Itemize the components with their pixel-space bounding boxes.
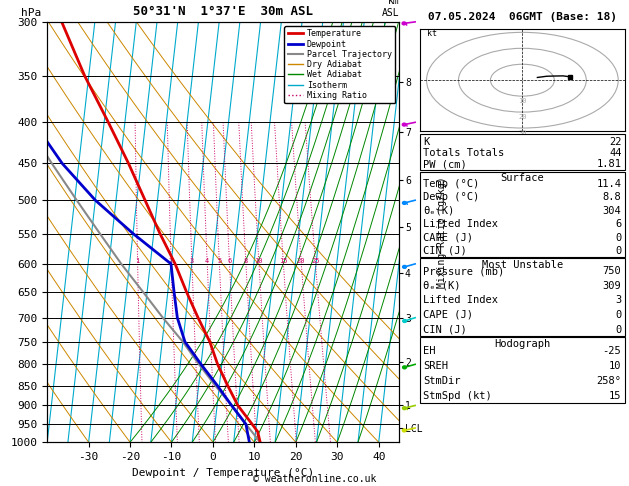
Text: 1.81: 1.81 — [596, 159, 621, 170]
Text: SREH: SREH — [423, 361, 448, 371]
Text: km
ASL: km ASL — [382, 0, 399, 17]
Text: 10: 10 — [255, 258, 263, 264]
Text: 25: 25 — [311, 258, 320, 264]
Text: Dewp (°C): Dewp (°C) — [423, 192, 479, 203]
Text: 0: 0 — [615, 246, 621, 256]
Text: Pressure (mb): Pressure (mb) — [423, 266, 504, 276]
Text: © weatheronline.co.uk: © weatheronline.co.uk — [253, 473, 376, 484]
Text: Lifted Index: Lifted Index — [423, 295, 498, 305]
Text: 11.4: 11.4 — [596, 179, 621, 189]
Text: 8: 8 — [243, 258, 248, 264]
Text: 3: 3 — [615, 295, 621, 305]
Text: 2: 2 — [169, 258, 173, 264]
Text: PW (cm): PW (cm) — [423, 159, 467, 170]
Text: 6: 6 — [227, 258, 231, 264]
Text: kt: kt — [426, 29, 437, 37]
Text: 50°31'N  1°37'E  30m ASL: 50°31'N 1°37'E 30m ASL — [133, 5, 313, 17]
Text: EH: EH — [423, 346, 436, 356]
Text: CIN (J): CIN (J) — [423, 325, 467, 334]
Text: CIN (J): CIN (J) — [423, 246, 467, 256]
Text: K: K — [423, 137, 430, 147]
Text: 10: 10 — [609, 361, 621, 371]
Text: 07.05.2024  06GMT (Base: 18): 07.05.2024 06GMT (Base: 18) — [428, 12, 617, 22]
Text: 4: 4 — [205, 258, 209, 264]
Text: 0: 0 — [615, 310, 621, 320]
Text: 5: 5 — [217, 258, 221, 264]
Text: Totals Totals: Totals Totals — [423, 148, 504, 158]
Text: 8.8: 8.8 — [603, 192, 621, 203]
Text: 22: 22 — [609, 137, 621, 147]
Text: CAPE (J): CAPE (J) — [423, 232, 473, 243]
Text: θₑ (K): θₑ (K) — [423, 281, 461, 291]
Text: 304: 304 — [603, 206, 621, 216]
Text: Hodograph: Hodograph — [494, 339, 550, 349]
Text: 15: 15 — [609, 391, 621, 401]
Text: 6: 6 — [615, 219, 621, 229]
Text: 30: 30 — [518, 130, 526, 136]
Legend: Temperature, Dewpoint, Parcel Trajectory, Dry Adiabat, Wet Adiabat, Isotherm, Mi: Temperature, Dewpoint, Parcel Trajectory… — [284, 26, 395, 103]
Text: 1: 1 — [135, 258, 140, 264]
Text: 20: 20 — [297, 258, 305, 264]
Text: 20: 20 — [518, 114, 526, 120]
Text: Most Unstable: Most Unstable — [482, 260, 563, 270]
Text: 309: 309 — [603, 281, 621, 291]
Text: 3: 3 — [190, 258, 194, 264]
Text: Temp (°C): Temp (°C) — [423, 179, 479, 189]
Text: hPa: hPa — [21, 8, 41, 17]
Text: 0: 0 — [615, 325, 621, 334]
Text: -25: -25 — [603, 346, 621, 356]
Text: StmSpd (kt): StmSpd (kt) — [423, 391, 492, 401]
Text: CAPE (J): CAPE (J) — [423, 310, 473, 320]
Text: Surface: Surface — [501, 173, 544, 183]
Text: 258°: 258° — [596, 376, 621, 386]
Text: StmDir: StmDir — [423, 376, 461, 386]
Text: 750: 750 — [603, 266, 621, 276]
Text: Mixing Ratio (g/kg): Mixing Ratio (g/kg) — [437, 176, 447, 288]
Text: 15: 15 — [279, 258, 287, 264]
Text: θₑ(K): θₑ(K) — [423, 206, 455, 216]
Text: Lifted Index: Lifted Index — [423, 219, 498, 229]
Text: 10: 10 — [518, 98, 526, 104]
X-axis label: Dewpoint / Temperature (°C): Dewpoint / Temperature (°C) — [132, 468, 314, 478]
Text: 0: 0 — [615, 232, 621, 243]
Text: 44: 44 — [609, 148, 621, 158]
